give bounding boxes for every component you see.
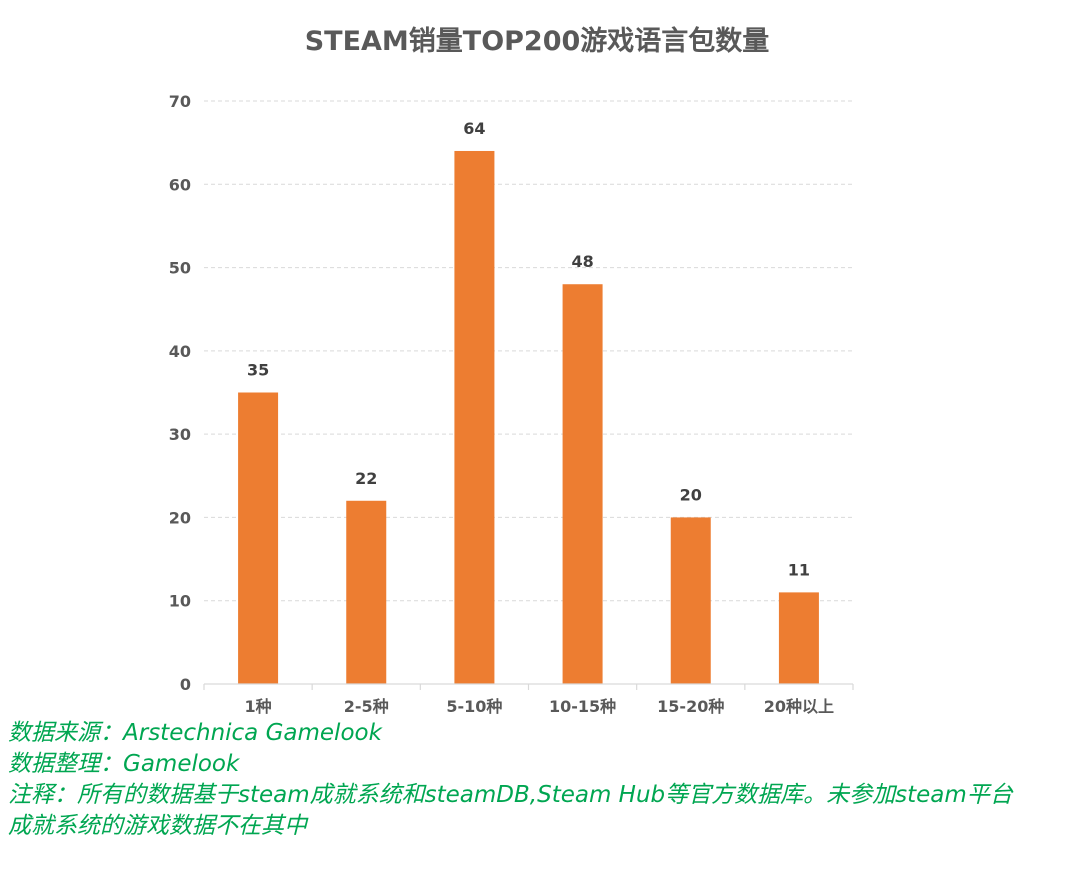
data-label: 11: [788, 560, 810, 579]
y-tick-label: 30: [169, 425, 191, 444]
y-tick-label: 20: [169, 508, 191, 527]
y-tick-label: 70: [169, 92, 191, 111]
compiled-note: 数据整理：Gamelook: [8, 751, 240, 777]
x-tick-label: 20种以上: [764, 697, 834, 715]
data-label: 20: [680, 485, 702, 504]
bar: [562, 284, 603, 684]
bar: [346, 500, 387, 684]
notes: 数据来源：Arstechnica Gamelook 数据整理：Gamelook …: [8, 718, 1088, 842]
bar: [238, 392, 279, 684]
x-tick-label: 1种: [245, 697, 272, 715]
data-label: 48: [571, 252, 593, 271]
data-labels: 35 22 64 48 20 11: [247, 119, 810, 579]
bar-chart: STEAM销量TOP200游戏语言包数量 0 10 20 30 40 50 60 70 35 2…: [169, 25, 854, 715]
y-tick-label: 10: [169, 592, 191, 611]
data-label: 35: [247, 361, 269, 380]
remark-note-line2: 成就系统的游戏数据不在其中: [8, 813, 307, 839]
data-label: 64: [463, 119, 485, 138]
x-tick-label: 15-20种: [657, 697, 724, 715]
y-tick-label: 0: [180, 675, 191, 694]
x-tick-label: 10-15种: [549, 697, 616, 715]
bar: [670, 517, 711, 684]
x-tick-label: 2-5种: [344, 697, 389, 715]
source-note: 数据来源：Arstechnica Gamelook: [8, 720, 382, 746]
remark-note-line1: 注释：所有的数据基于steam成就系统和steamDB,Steam Hub等官方…: [8, 782, 1013, 808]
bars: [238, 150, 819, 684]
y-tick-label: 60: [169, 175, 191, 194]
bar: [778, 592, 819, 684]
chart-title: STEAM销量TOP200游戏语言包数量: [305, 25, 770, 57]
y-axis: 0 10 20 30 40 50 60 70: [169, 92, 191, 694]
x-tick-label: 5-10种: [446, 697, 502, 715]
gridlines: [204, 100, 853, 602]
y-tick-label: 40: [169, 342, 191, 361]
y-tick-label: 50: [169, 259, 191, 278]
bar: [454, 150, 495, 684]
x-axis: 1种 2-5种 5-10种 10-15种 15-20种 20种以上: [203, 683, 854, 715]
data-label: 22: [355, 469, 377, 488]
